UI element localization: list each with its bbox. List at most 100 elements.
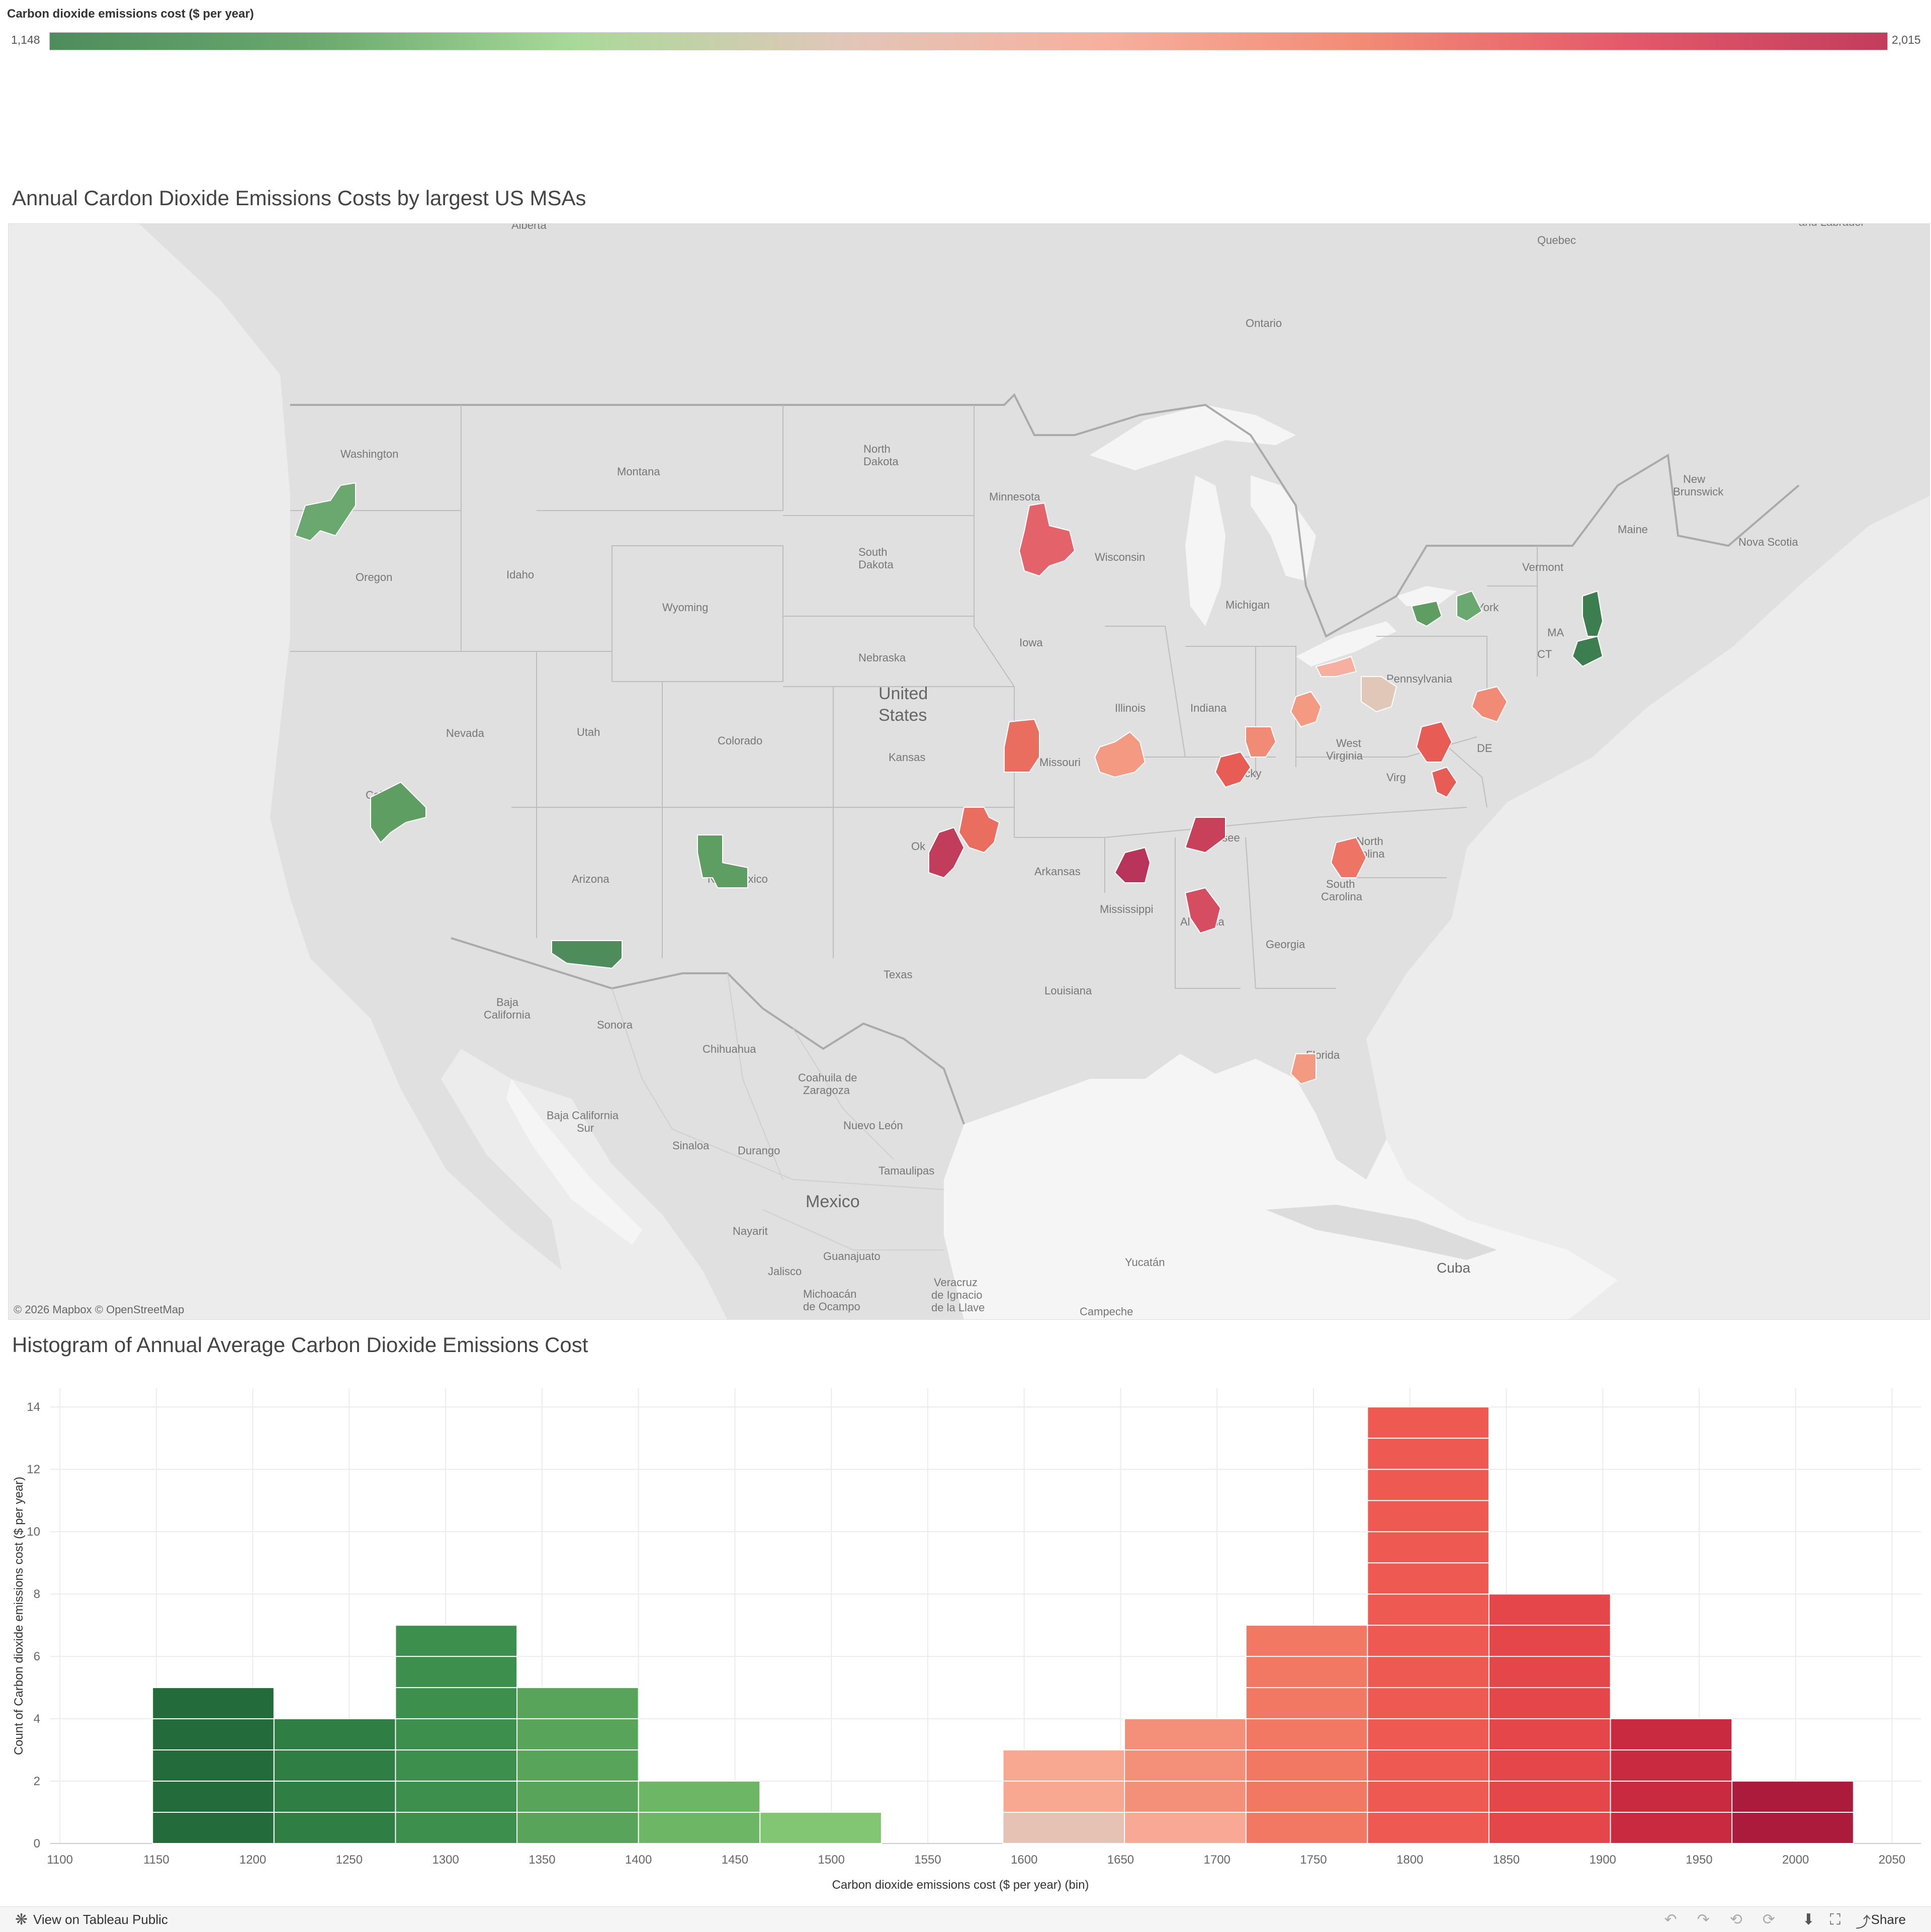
label-states: States xyxy=(879,706,927,725)
mexico-state-borders xyxy=(611,973,944,1250)
histogram-title: Histogram of Annual Average Carbon Dioxi… xyxy=(12,1333,588,1357)
histogram-bar-1211 xyxy=(273,1749,396,1782)
msa-cleveland xyxy=(1315,655,1357,677)
histogram-bar-1652 xyxy=(1124,1812,1247,1844)
msa-birmingham xyxy=(1184,887,1221,934)
history-controls: ↶↷⟲⟳ xyxy=(1664,1911,1795,1928)
x-tick-label: 1500 xyxy=(818,1853,845,1867)
label-ct: CT xyxy=(1537,648,1552,660)
histogram-bar-1148 xyxy=(152,1749,275,1782)
redo-icon[interactable]: ↷ xyxy=(1697,1911,1730,1928)
msa-providence xyxy=(1571,635,1604,667)
undo-icon[interactable]: ↶ xyxy=(1664,1911,1697,1928)
label-new-brunswick-1: New xyxy=(1683,473,1705,485)
label-alberta: Alberta xyxy=(511,224,547,231)
histogram-bar-1400 xyxy=(638,1781,761,1813)
histogram-bar-1841 xyxy=(1488,1812,1611,1844)
histogram-bar-1904 xyxy=(1610,1718,1733,1751)
share-icon[interactable]: ⤴ xyxy=(1856,1914,1871,1931)
y-tick-label: 2 xyxy=(34,1775,40,1788)
label-veracruz-2: de Ignacio xyxy=(931,1289,983,1301)
lake-ontario xyxy=(1396,586,1457,606)
histogram-bar-1274 xyxy=(395,1781,518,1813)
histogram-bar-1841 xyxy=(1488,1625,1611,1657)
label-missouri: Missouri xyxy=(1039,756,1081,769)
msa-tucson xyxy=(551,940,623,969)
label-west-virginia-1: West xyxy=(1336,737,1361,749)
msa-albany xyxy=(1456,590,1483,622)
label-south-carolina-2: Carolina xyxy=(1321,890,1363,903)
msa-minneapolis xyxy=(1018,502,1076,577)
histogram-bar-1715 xyxy=(1245,1812,1368,1844)
histogram-bar-1274 xyxy=(395,1749,518,1782)
revert-icon[interactable]: ⟲ xyxy=(1729,1911,1763,1928)
x-tick-label: 1800 xyxy=(1396,1853,1423,1867)
histogram-bar-1778 xyxy=(1367,1687,1489,1720)
histogram-bar-1715 xyxy=(1245,1625,1368,1657)
histogram-bar-1967 xyxy=(1731,1812,1854,1844)
label-ontario: Ontario xyxy=(1246,317,1282,329)
label-utah: Utah xyxy=(577,726,600,738)
map-title: Annual Cardon Dioxide Emissions Costs by… xyxy=(12,186,586,210)
x-tick-label: 1950 xyxy=(1686,1853,1712,1867)
msa-columbus xyxy=(1290,691,1322,728)
histogram-bar-1967 xyxy=(1731,1781,1854,1813)
label-montana: Montana xyxy=(617,465,660,478)
gulf-of-california xyxy=(506,1079,642,1245)
label-mexico: Mexico xyxy=(806,1192,860,1211)
label-south-dakota-2: Dakota xyxy=(858,558,894,571)
legend-title: Carbon dioxide emissions cost ($ per yea… xyxy=(7,7,254,21)
lake-michigan xyxy=(1185,475,1225,626)
histogram-bar-1778 xyxy=(1367,1749,1489,1782)
refresh-icon[interactable]: ⟳ xyxy=(1762,1911,1795,1928)
label-tamaulipas: Tamaulipas xyxy=(879,1164,934,1177)
msa-cincinnati xyxy=(1245,726,1277,758)
histogram-bar-1274 xyxy=(395,1625,518,1657)
x-tick-label: 1100 xyxy=(47,1853,73,1867)
y-tick-label: 12 xyxy=(27,1463,40,1476)
msa-tampa xyxy=(1290,1053,1316,1085)
histogram-bar-1778 xyxy=(1367,1500,1489,1533)
histogram-bar-1148 xyxy=(152,1687,275,1720)
label-vermont: Vermont xyxy=(1522,561,1563,573)
histogram-bar-1274 xyxy=(395,1656,518,1689)
label-idaho: Idaho xyxy=(506,568,534,581)
histogram-bar-1652 xyxy=(1124,1781,1247,1813)
histogram-bar-1778 xyxy=(1367,1438,1489,1470)
histogram-bar-1904 xyxy=(1610,1781,1733,1813)
histogram-bar-1715 xyxy=(1245,1718,1368,1751)
x-tick-label: 1850 xyxy=(1493,1853,1520,1867)
msa-memphis xyxy=(1114,847,1151,883)
label-yucatan: Yucatán xyxy=(1125,1256,1165,1269)
map-panel[interactable]: Alberta Quebec and Labrador Ontario Wash… xyxy=(8,223,1930,1320)
x-tick-label: 1350 xyxy=(529,1853,555,1867)
x-tick-label: 1450 xyxy=(722,1853,748,1867)
x-axis-title: Carbon dioxide emissions cost ($ per yea… xyxy=(832,1878,1089,1892)
histogram-bar-1778 xyxy=(1367,1718,1489,1751)
label-nayarit: Nayarit xyxy=(733,1225,768,1237)
label-arizona: Arizona xyxy=(572,873,609,885)
view-on-tableau-button[interactable]: View on Tableau Public xyxy=(33,1912,168,1927)
view-controls: ⬇⛶ xyxy=(1802,1911,1856,1928)
download-icon[interactable]: ⬇ xyxy=(1802,1911,1830,1928)
histogram-bar-1589 xyxy=(1002,1749,1125,1782)
histogram-bar-1778 xyxy=(1367,1781,1489,1813)
histogram-bar-1841 xyxy=(1488,1656,1611,1689)
label-michigan: Michigan xyxy=(1225,599,1270,611)
label-indiana: Indiana xyxy=(1190,702,1227,714)
fullscreen-icon[interactable]: ⛶ xyxy=(1830,1911,1856,1928)
label-wisconsin: Wisconsin xyxy=(1095,551,1145,563)
label-washington: Washington xyxy=(340,448,398,460)
msa-kansas-city xyxy=(1004,718,1040,773)
label-de: DE xyxy=(1477,742,1493,754)
share-button[interactable]: Share xyxy=(1871,1912,1906,1927)
histogram-bar-1337 xyxy=(516,1718,639,1751)
histogram-bar-1715 xyxy=(1245,1781,1368,1813)
histogram-bar-1337 xyxy=(516,1749,639,1782)
msa-charlotte xyxy=(1330,836,1367,878)
label-guanajuato: Guanajuato xyxy=(823,1250,881,1263)
x-tick-label: 1550 xyxy=(914,1853,941,1867)
x-tick-label: 1700 xyxy=(1204,1853,1231,1867)
histogram-bar-1589 xyxy=(1002,1781,1125,1813)
label-west-virginia-2: Virginia xyxy=(1326,749,1363,762)
